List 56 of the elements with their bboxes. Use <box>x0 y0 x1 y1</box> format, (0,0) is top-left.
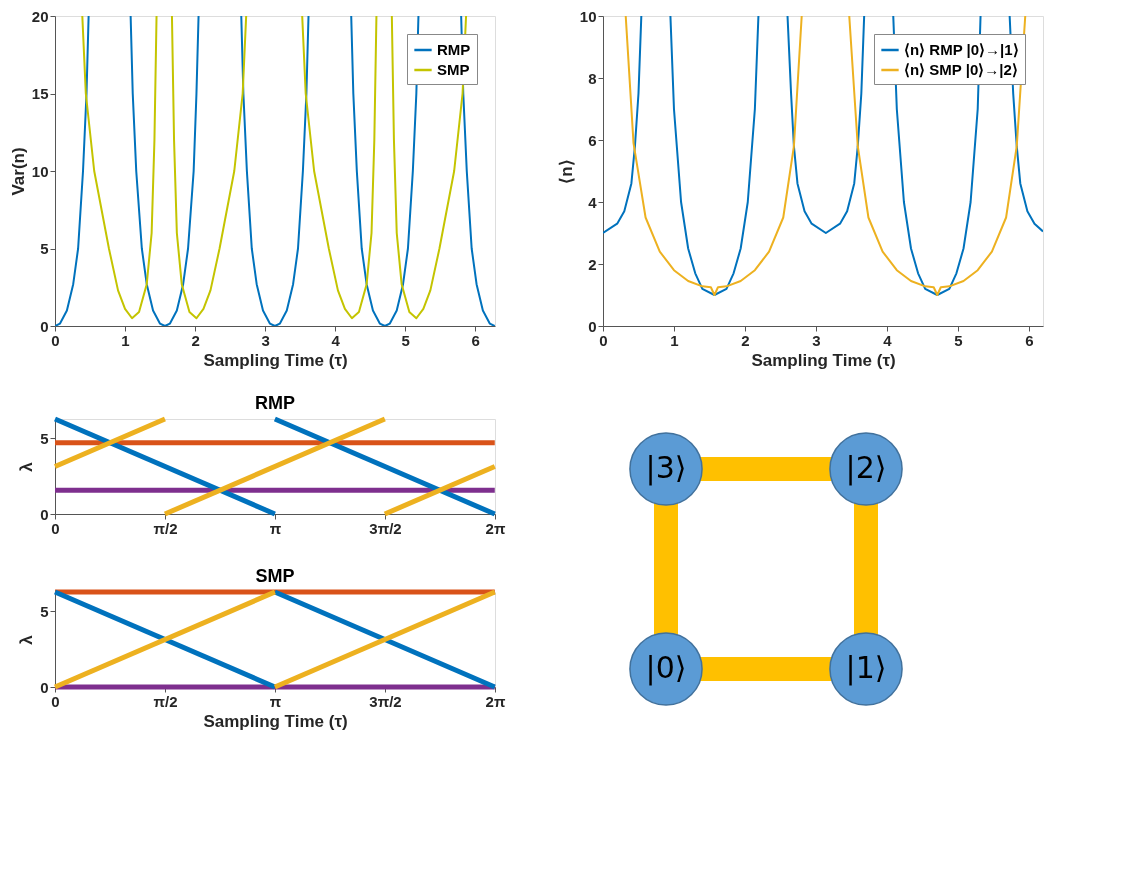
y-tick-label: 0 <box>40 317 49 335</box>
x-tick-label: 1 <box>121 331 130 349</box>
x-tick-label: 6 <box>471 331 480 349</box>
y-tick-label: 4 <box>588 193 598 211</box>
y-tick-label: 10 <box>579 7 597 25</box>
y-axis-title: λ <box>17 634 37 645</box>
y-tick-label: 0 <box>588 317 597 335</box>
x-tick-label: 5 <box>401 331 410 349</box>
x-tick-label: 2 <box>191 331 200 349</box>
x-tick-label: 0 <box>599 331 608 349</box>
x-tick-label: 3π/2 <box>369 519 402 537</box>
text: |2⟩ <box>845 450 887 486</box>
x-tick-label: 6 <box>1025 331 1034 349</box>
legend-label: RMP <box>437 41 471 58</box>
legend-label: ⟨n⟩ RMP |0⟩→|1⟩ <box>904 41 1019 58</box>
x-tick-label: 1 <box>670 331 679 349</box>
y-axis-title: ⟨n⟩ <box>556 159 576 184</box>
x-tick-label: 0 <box>51 692 60 710</box>
x-tick-label: 3 <box>261 331 270 349</box>
x-tick-label: π/2 <box>153 519 178 537</box>
x-tick-label: 4 <box>331 331 341 349</box>
x-tick-label: π <box>269 692 282 710</box>
x-tick-label: 3 <box>812 331 821 349</box>
y-tick-label: 5 <box>40 602 49 620</box>
x-tick-label: 3π/2 <box>369 692 402 710</box>
y-tick-label: 0 <box>40 505 49 523</box>
y-tick-label: 15 <box>31 85 49 102</box>
chart-title: SMP <box>255 565 295 586</box>
y-tick-label: 5 <box>40 429 49 447</box>
x-axis-title: Sampling Time (τ) <box>751 350 896 370</box>
y-tick-label: 10 <box>31 162 49 180</box>
y-tick-label: 2 <box>588 255 597 273</box>
x-tick-label: 2 <box>741 331 750 349</box>
chart-title: RMP <box>255 392 295 413</box>
y-tick-label: 5 <box>40 240 49 257</box>
x-tick-label: 5 <box>954 331 963 349</box>
text: |3⟩ <box>645 450 687 486</box>
legend-label: SMP <box>437 61 470 78</box>
x-tick-label: 0 <box>51 519 60 537</box>
x-tick-label: 0 <box>51 331 60 349</box>
x-tick-label: 2π <box>485 692 506 710</box>
y-tick-label: 0 <box>40 678 49 696</box>
y-tick-label: 20 <box>31 7 49 25</box>
x-axis-title: Sampling Time (τ) <box>203 350 348 370</box>
y-tick-label: 6 <box>588 131 597 149</box>
x-tick-label: 4 <box>883 331 893 349</box>
text: |0⟩ <box>645 650 687 686</box>
y-axis-title: λ <box>17 461 37 472</box>
x-axis-title: Sampling Time (τ) <box>203 711 348 731</box>
x-tick-label: π <box>269 519 282 537</box>
text: |1⟩ <box>845 650 887 686</box>
y-axis-title: Var(n) <box>8 147 28 196</box>
x-tick-label: 2π <box>485 519 506 537</box>
legend-label: ⟨n⟩ SMP |0⟩→|2⟩ <box>904 61 1018 78</box>
x-tick-label: π/2 <box>153 692 178 710</box>
y-tick-label: 8 <box>588 69 597 87</box>
